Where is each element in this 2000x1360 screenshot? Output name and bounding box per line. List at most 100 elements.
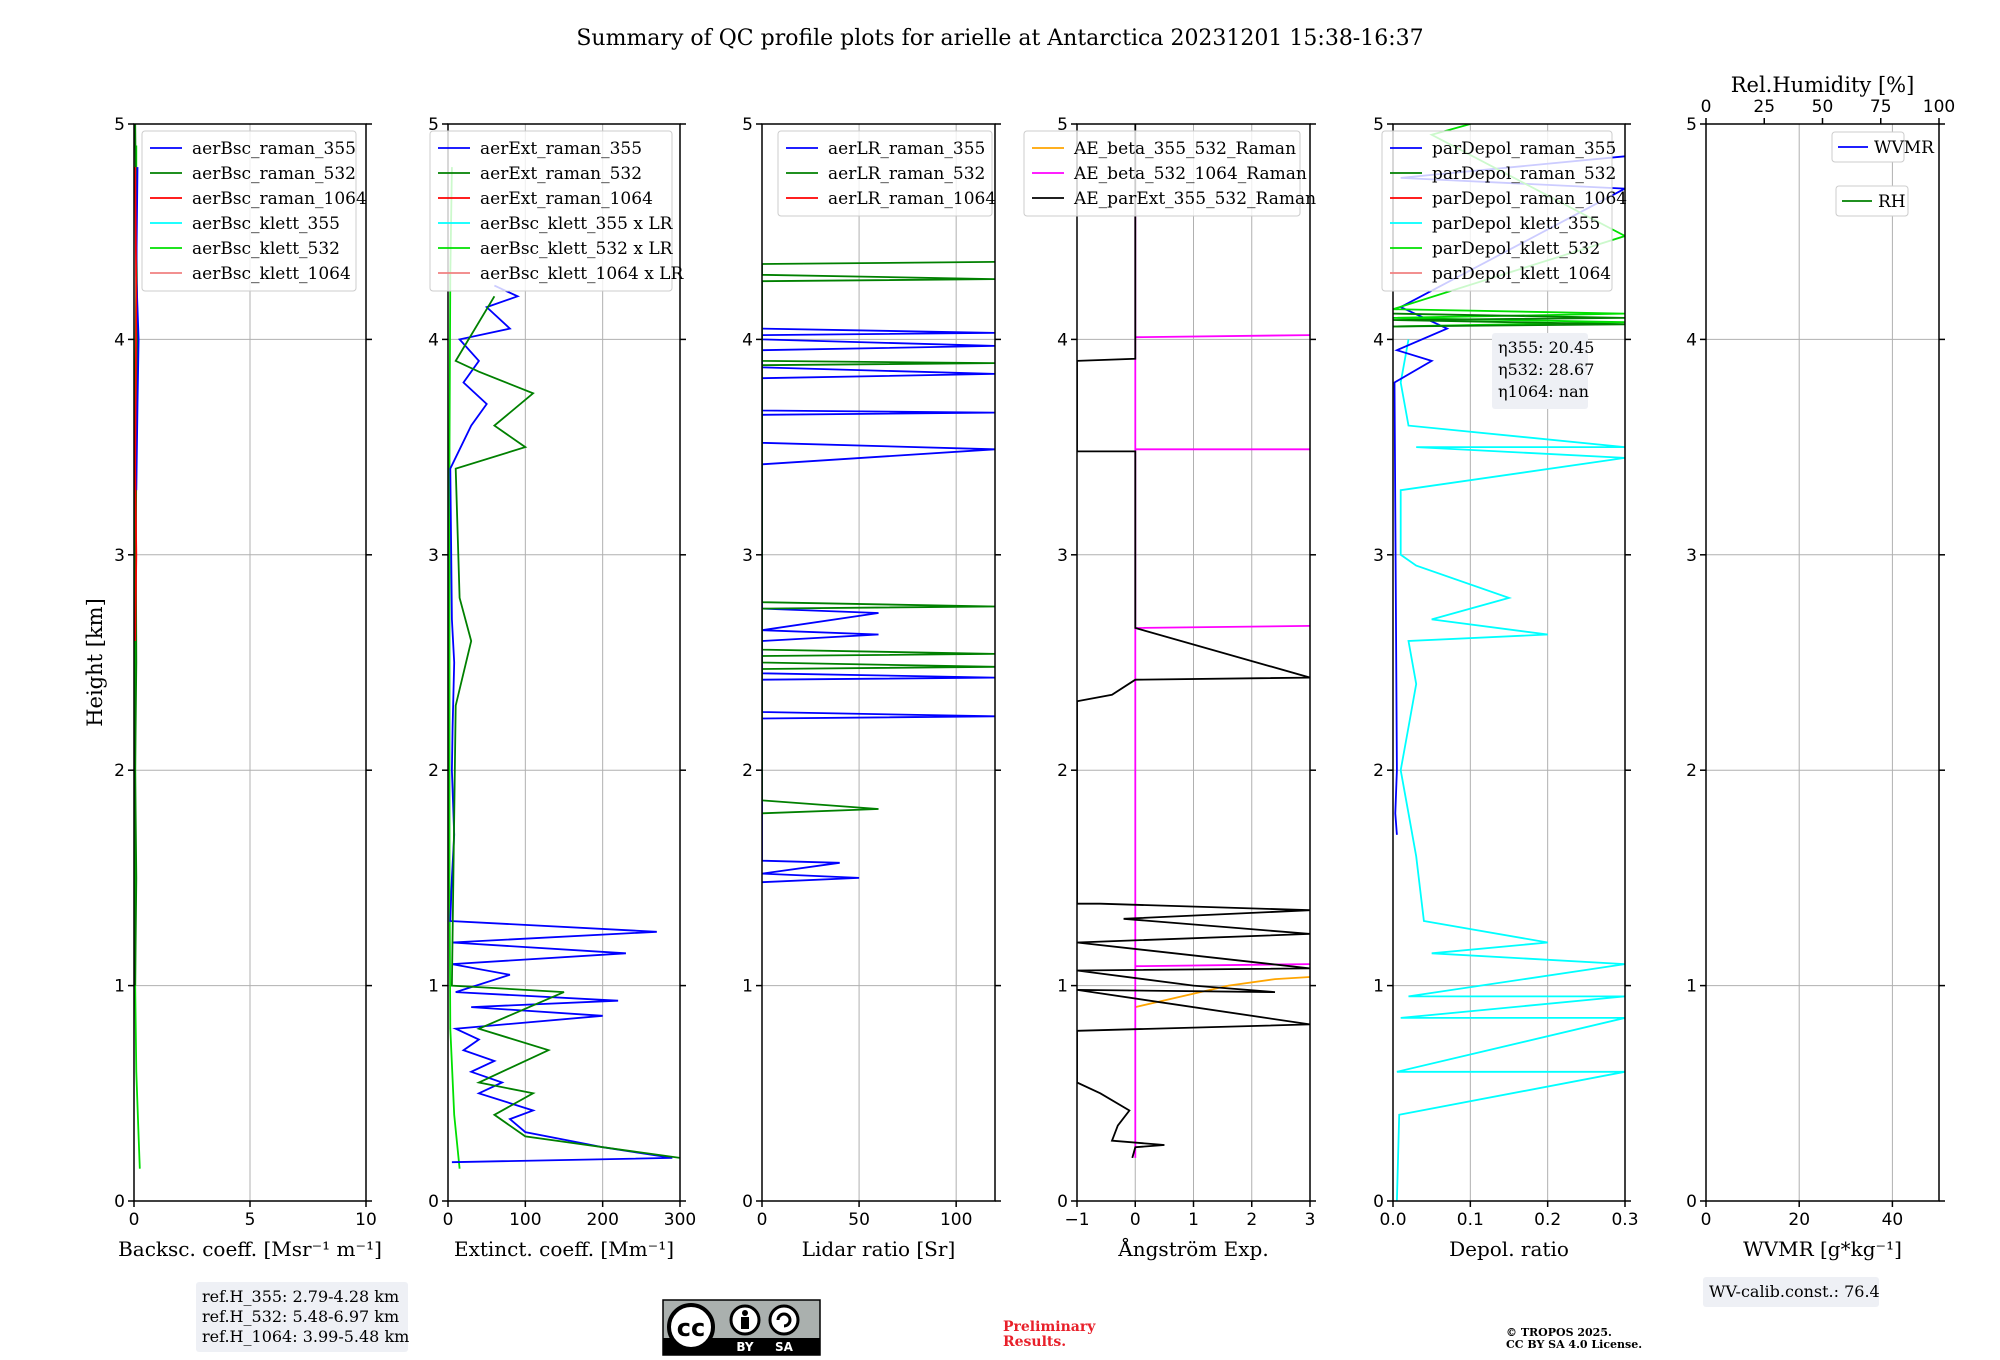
y-tick-label: 3 (428, 546, 439, 566)
copyright-line-2: CC BY SA 4.0 License. (1506, 1338, 1642, 1351)
annotation-box: η355: 20.45 η532: 28.67 η1064: nan (1492, 333, 1594, 409)
legend-entry: parDepol_raman_355 (1432, 139, 1616, 159)
legend-box: AE_beta_355_532_Raman AE_beta_532_1064_Ra… (1023, 130, 1316, 217)
legend-entry: aerBsc_raman_532 (192, 164, 356, 184)
y-tick-label: 4 (742, 330, 753, 350)
legend-entry: parDepol_raman_1064 (1432, 189, 1627, 209)
y-tick-label: 2 (1057, 761, 1068, 781)
legend-entry: aerBsc_raman_355 (192, 139, 356, 159)
y-tick-label: 5 (742, 115, 753, 135)
footer: cc BY SA Preliminary Results. © TROPOS 2… (662, 1299, 1642, 1356)
legend-entry: parDepol_klett_532 (1432, 239, 1600, 259)
legend-frame (141, 130, 357, 292)
y-tick-label: 3 (1686, 546, 1697, 566)
y-tick-label: 5 (1057, 115, 1068, 135)
legend-frame (1023, 130, 1301, 217)
y-tick-label: 3 (1373, 546, 1384, 566)
series-aerExt_raman_532 (450, 295, 680, 1159)
x-axis-label: Backsc. coeff. [Msr⁻¹ m⁻¹] (118, 1237, 382, 1261)
x-tick-label: 0 (443, 1210, 454, 1230)
legend-entry: aerBsc_klett_532 (192, 239, 340, 259)
legend-entry: aerBsc_klett_355 (192, 214, 340, 234)
y-axis-label: Height [km] (83, 598, 107, 727)
legend-entry: parDepol_raman_532 (1432, 164, 1616, 184)
y-tick-label: 0 (1057, 1192, 1068, 1212)
x-tick-label: 0.2 (1534, 1210, 1561, 1230)
y-tick-label: 1 (742, 977, 753, 997)
x-tick-label: 0 (1130, 1210, 1141, 1230)
legend-box: aerBsc_raman_355 aerBsc_raman_532 aerBsc_r… (141, 130, 367, 292)
x-tick-label: 50 (848, 1210, 870, 1230)
y-tick-label: 3 (742, 546, 753, 566)
series-AE_parExt_355_532_Raman (1077, 124, 1310, 1159)
axes-frame (761, 123, 996, 1202)
y-tick-label: 3 (1057, 546, 1068, 566)
annotation-line: η1064: nan (1498, 382, 1589, 401)
y-tick-label: 2 (428, 761, 439, 781)
axes-frame (447, 123, 681, 1202)
y-tick-label: 1 (1686, 977, 1697, 997)
annotation-line: WV-calib.const.: 76.4 (1709, 1282, 1880, 1301)
legend-entry: AE_parExt_355_532_Raman (1073, 189, 1316, 209)
y-tick-label: 5 (428, 115, 439, 135)
annotation-line: ref.H_532: 5.48-6.97 km (202, 1307, 399, 1326)
legend-entry: aerBsc_klett_1064 (192, 264, 351, 284)
panel-depol: 0.0 0.1 0.2 0.3 0 1 2 3 4 5 Depol. ratio parDepol_r… (1373, 115, 1638, 1261)
series-aerLR_raman_532 (762, 261, 995, 815)
annotation-frame (1703, 1277, 1879, 1307)
annotation-box: WV-calib.const.: 76.4 (1703, 1277, 1880, 1307)
legend-box: parDepol_raman_355 parDepol_raman_532 parD… (1381, 130, 1627, 292)
x-tick-label: 100 (940, 1210, 972, 1230)
top-x-tick-label: 50 (1812, 97, 1834, 117)
series-parDepol_raman_532 (1393, 312, 1625, 328)
legend-box: WVMR (1831, 131, 1935, 163)
top-x-axis-label: Rel.Humidity [%] (1731, 73, 1915, 97)
annotation-line: η355: 20.45 (1498, 338, 1594, 357)
x-tick-label: 0 (757, 1210, 768, 1230)
y-tick-label: 0 (428, 1192, 439, 1212)
axes-frame (1705, 123, 1940, 1202)
y-tick-label: 1 (428, 977, 439, 997)
y-tick-label: 1 (1057, 977, 1068, 997)
series-parDepol_klett_355 (1396, 339, 1625, 1201)
cc-license-badge: cc BY SA (662, 1299, 821, 1356)
figure-title: Summary of QC profile plots for arielle … (576, 26, 1423, 51)
legend-entry: AE_beta_355_532_Raman (1073, 139, 1296, 159)
legend-entry: aerBsc_raman_1064 (192, 189, 367, 209)
x-tick-label: 2 (1246, 1210, 1257, 1230)
x-axis-label: Ångström Exp. (1117, 1236, 1268, 1261)
panel-bsc: 0 5 10 0 1 2 3 4 5 Backsc. coeff. [Msr⁻¹ m⁻¹] Heig… (83, 115, 409, 1352)
legend-entry: aerLR_raman_355 (828, 139, 985, 159)
y-tick-label: 5 (114, 115, 125, 135)
axes-frame (1392, 123, 1626, 1202)
x-axis-label: Depol. ratio (1449, 1237, 1569, 1261)
series-aerBsc_raman_1064 (134, 167, 138, 642)
series-aerExt_raman_355 (449, 284, 673, 1164)
legend-box: RH (1835, 185, 1909, 217)
x-tick-label: 40 (1882, 1210, 1904, 1230)
series-group (448, 167, 680, 1169)
x-axis-label: Extinct. coeff. [Mm⁻¹] (454, 1237, 674, 1261)
legend-entry: parDepol_klett_355 (1432, 214, 1600, 234)
legend-entry: WVMR (1874, 138, 1935, 158)
y-tick-label: 0 (1373, 1192, 1384, 1212)
y-tick-label: 5 (1373, 115, 1384, 135)
y-tick-label: 4 (114, 330, 125, 350)
x-tick-label: 0.1 (1457, 1210, 1484, 1230)
x-tick-label: 20 (1788, 1210, 1810, 1230)
y-tick-label: 2 (742, 761, 753, 781)
x-tick-label: −1 (1064, 1210, 1089, 1230)
legend-entry: RH (1878, 192, 1906, 212)
series-group (134, 124, 141, 1169)
y-tick-label: 3 (114, 546, 125, 566)
x-tick-label: 0 (129, 1210, 140, 1230)
legend-entry: aerExt_raman_1064 (480, 189, 653, 209)
legend-entry: aerLR_raman_532 (828, 164, 985, 184)
y-tick-label: 2 (114, 761, 125, 781)
by-person-body (741, 1317, 749, 1329)
y-tick-label: 0 (742, 1192, 753, 1212)
top-x-tick-label: 0 (1701, 97, 1712, 117)
x-axis-label: Lidar ratio [Sr] (802, 1237, 956, 1261)
preliminary-line-2: Results. (1003, 1334, 1066, 1350)
